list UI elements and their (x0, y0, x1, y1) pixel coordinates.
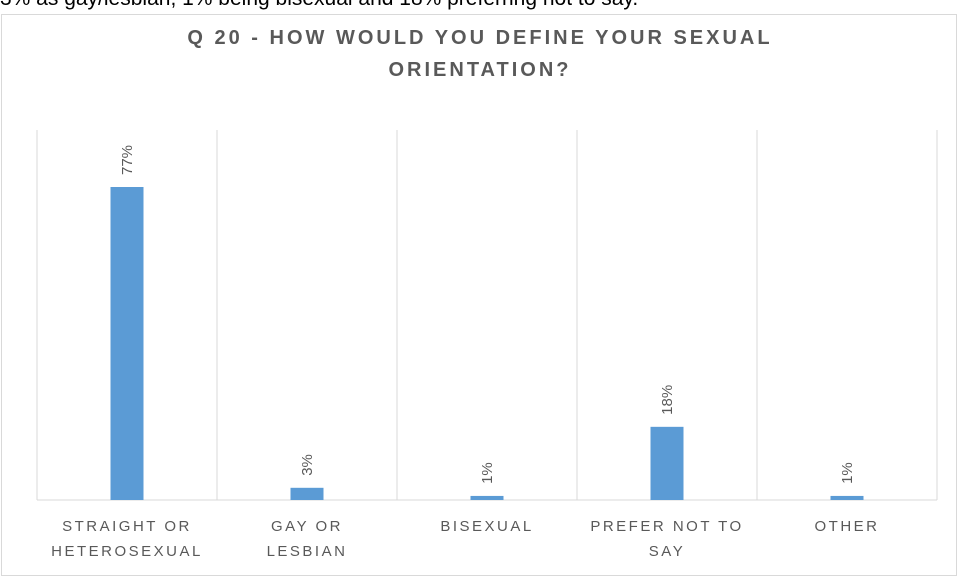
category-label: BISEXUAL (440, 518, 533, 535)
data-label: 1% (479, 462, 496, 484)
category-label: GAY OR LESBIAN (267, 518, 348, 560)
category-label: PREFER NOT TO SAY (590, 518, 743, 560)
chart-title: Q 20 - HOW WOULD YOU DEFINE YOUR SEXUAL … (187, 27, 773, 81)
category-label: STRAIGHT OR HETEROSEXUAL (51, 518, 203, 560)
context-text: 3% as gay/lesbian, 1% being bisexual and… (0, 0, 959, 13)
bar (830, 495, 864, 500)
bar (290, 487, 324, 500)
chart-frame (1, 14, 957, 576)
category-label: OTHER (815, 518, 880, 535)
bar (650, 426, 684, 500)
bar (110, 187, 144, 500)
bar (470, 495, 504, 500)
data-label: 3% (299, 454, 316, 476)
data-label: 18% (659, 385, 676, 415)
data-label: 1% (839, 462, 856, 484)
data-label: 77% (119, 145, 136, 175)
